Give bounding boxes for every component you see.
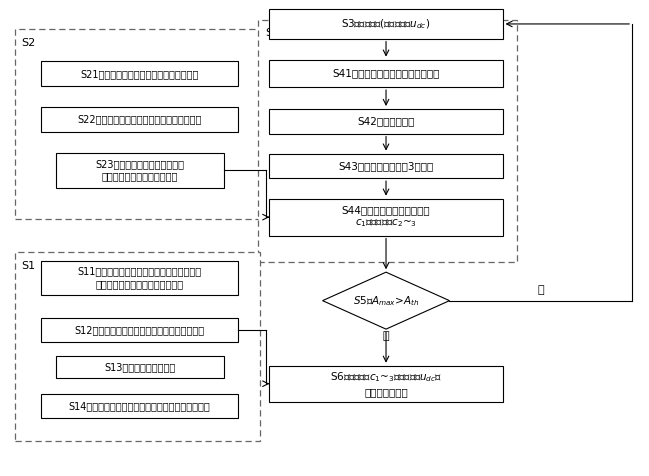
Text: S23：将相位表达式添加至原经
验小波变换中的经验小波函数: S23：将相位表达式添加至原经 验小波变换中的经验小波函数 bbox=[95, 159, 184, 181]
FancyBboxPatch shape bbox=[41, 318, 238, 342]
FancyBboxPatch shape bbox=[269, 60, 502, 87]
Text: S43：将幅频谱划分出3个区域: S43：将幅频谱划分出3个区域 bbox=[338, 161, 434, 171]
Text: S6：电流分量$c_1$~$_3$、极间电压$u_{dc}$输
入故障分类模型: S6：电流分量$c_1$~$_3$、极间电压$u_{dc}$输 入故障分类模型 bbox=[330, 371, 442, 397]
FancyBboxPatch shape bbox=[269, 366, 502, 402]
FancyBboxPatch shape bbox=[269, 109, 502, 134]
FancyBboxPatch shape bbox=[41, 394, 238, 418]
FancyBboxPatch shape bbox=[41, 61, 238, 86]
Text: S13：训练软分配层参数: S13：训练软分配层参数 bbox=[104, 362, 176, 372]
FancyBboxPatch shape bbox=[56, 356, 224, 378]
Text: $S5$：$A_{max}$>$A_{th}$: $S5$：$A_{max}$>$A_{th}$ bbox=[353, 294, 419, 307]
FancyBboxPatch shape bbox=[269, 198, 502, 236]
Text: S42：计算幅频谱: S42：计算幅频谱 bbox=[358, 116, 415, 126]
Text: S11：获取包含直流配电线路故障、交流系统
故障的数据，构建训练集数据库；: S11：获取包含直流配电线路故障、交流系统 故障的数据，构建训练集数据库； bbox=[77, 267, 202, 289]
Text: S12：训练改进多视角深度矩阵分解模型的参数: S12：训练改进多视角深度矩阵分解模型的参数 bbox=[75, 325, 204, 335]
FancyBboxPatch shape bbox=[15, 29, 260, 219]
Text: S2: S2 bbox=[21, 38, 36, 48]
FancyBboxPatch shape bbox=[258, 20, 517, 262]
FancyBboxPatch shape bbox=[15, 252, 260, 441]
Polygon shape bbox=[323, 272, 450, 329]
FancyBboxPatch shape bbox=[41, 107, 238, 132]
Text: S3：数据采集(电流、电压$u_{dc}$): S3：数据采集(电流、电压$u_{dc}$) bbox=[341, 17, 431, 31]
FancyBboxPatch shape bbox=[269, 9, 502, 39]
FancyBboxPatch shape bbox=[269, 154, 502, 178]
Text: S1: S1 bbox=[21, 261, 36, 271]
Text: S14：保存改进多视角深度矩阵分解及软分配层参数: S14：保存改进多视角深度矩阵分解及软分配层参数 bbox=[69, 401, 210, 411]
FancyBboxPatch shape bbox=[56, 153, 224, 188]
Text: S41：电流波形进行离散傅里叶变换: S41：电流波形进行离散傅里叶变换 bbox=[332, 69, 440, 79]
Text: S22：利用最小二乘法拟合故障频带的相频谱: S22：利用最小二乘法拟合故障频带的相频谱 bbox=[77, 114, 202, 124]
Text: 是: 是 bbox=[383, 331, 389, 341]
Text: S21：对故障电流信号进行离散傅里叶变换: S21：对故障电流信号进行离散傅里叶变换 bbox=[80, 69, 199, 79]
Text: S4: S4 bbox=[265, 28, 279, 38]
Text: S44：计算经验小波近似系数
$c_1$，细节系数$c_2$~$_3$: S44：计算经验小波近似系数 $c_1$，细节系数$c_2$~$_3$ bbox=[342, 205, 430, 229]
FancyBboxPatch shape bbox=[41, 261, 238, 295]
Text: 否: 否 bbox=[537, 285, 544, 295]
